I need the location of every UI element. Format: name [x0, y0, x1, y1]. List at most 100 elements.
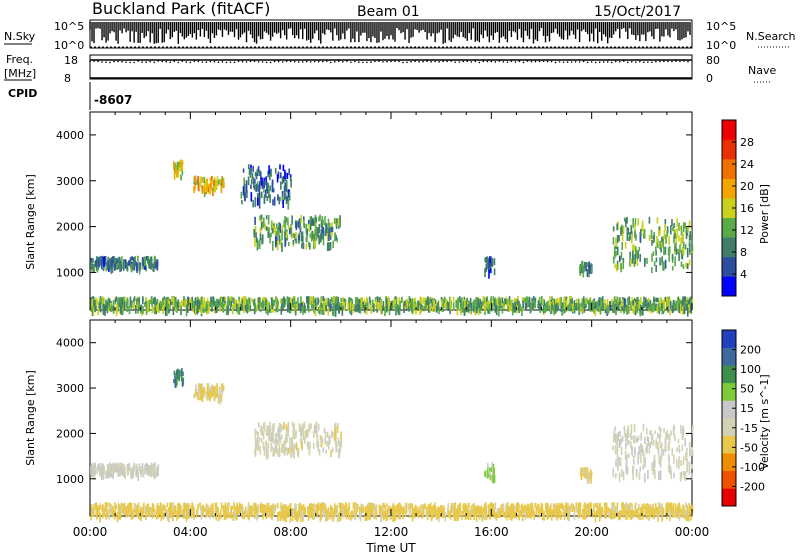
- radar-cell: [213, 511, 215, 517]
- radar-cell: [691, 447, 693, 456]
- radar-cell: [499, 298, 502, 309]
- radar-cell: [308, 241, 310, 248]
- radar-cell: [675, 247, 678, 256]
- nave-point: [502, 61, 505, 63]
- radar-cell: [413, 512, 415, 518]
- nave-point: [426, 60, 428, 63]
- radar-cell: [302, 433, 305, 440]
- radar-cell: [661, 512, 664, 522]
- radar-cell: [317, 441, 320, 452]
- radar-cell: [657, 447, 660, 455]
- radar-cell: [551, 303, 553, 311]
- radar-cell: [306, 230, 309, 235]
- radar-cell: [570, 502, 573, 510]
- radar-cell: [368, 511, 370, 520]
- radar-cell: [294, 233, 296, 241]
- radar-cell: [428, 505, 431, 515]
- radar-cell: [456, 305, 459, 316]
- radar-cell: [453, 511, 456, 521]
- radar-cell: [285, 446, 287, 452]
- radar-cell: [274, 504, 277, 511]
- radar-cell: [640, 453, 642, 464]
- radar-cell: [526, 296, 529, 302]
- radar-cell: [688, 300, 691, 307]
- radar-cell: [216, 180, 219, 187]
- radar-cell: [386, 503, 388, 508]
- radar-cell: [477, 505, 480, 512]
- radar-cell: [299, 505, 301, 515]
- radar-cell: [109, 264, 111, 271]
- radar-cell: [631, 257, 634, 264]
- radar-cell: [291, 215, 293, 225]
- radar-cell: [208, 507, 211, 515]
- radar-cell: [176, 301, 178, 308]
- radar-cell: [622, 226, 625, 233]
- nsky-trace: [89, 22, 691, 44]
- radar-cell: [321, 306, 323, 315]
- radar-cell: [181, 299, 183, 307]
- radar-cell: [308, 223, 310, 232]
- radar-cell: [655, 250, 657, 256]
- radar-cell: [521, 503, 524, 509]
- radar-cell: [193, 510, 195, 520]
- radar-cell: [545, 504, 548, 511]
- radar-cell: [348, 302, 351, 307]
- radar-cell: [467, 303, 470, 313]
- radar-cell: [581, 305, 584, 313]
- radar-cell: [298, 504, 300, 509]
- radar-cell: [668, 462, 671, 468]
- radar-cell: [556, 303, 558, 312]
- radar-cell: [358, 509, 361, 519]
- radar-cell: [217, 512, 220, 522]
- radar-cell: [288, 304, 290, 310]
- radar-cell: [207, 186, 210, 193]
- freq-tick-bottom: 8: [64, 72, 71, 85]
- radar-cell: [674, 243, 676, 252]
- radar-cell: [465, 301, 468, 306]
- radar-cell: [248, 512, 251, 520]
- radar-cell: [328, 234, 330, 242]
- radar-cell: [641, 220, 644, 229]
- nave-point: [362, 61, 364, 64]
- radar-cell: [541, 296, 543, 306]
- radar-cell: [370, 306, 373, 314]
- radar-cell: [101, 509, 104, 519]
- radar-cell: [686, 247, 689, 258]
- radar-cell: [581, 509, 584, 518]
- radar-cell: [172, 511, 174, 522]
- radar-cell: [676, 458, 678, 468]
- radar-cell: [333, 511, 335, 520]
- radar-cell: [619, 457, 622, 467]
- radar-cell: [381, 305, 383, 315]
- radar-cell: [483, 512, 486, 521]
- radar-cell: [630, 226, 633, 235]
- radar-cell: [319, 297, 322, 303]
- radar-cell: [329, 235, 332, 240]
- radar-cell: [156, 304, 158, 311]
- radar-cell: [254, 197, 257, 208]
- nave-point: [309, 61, 312, 63]
- radar-cell: [360, 503, 363, 510]
- radar-cell: [528, 509, 530, 518]
- radar-cell: [206, 185, 209, 191]
- radar-cell: [639, 507, 642, 513]
- radar-cell: [276, 298, 278, 309]
- radar-cell: [294, 502, 296, 513]
- nave-point: [675, 60, 677, 62]
- radar-cell: [568, 507, 571, 514]
- radar-cell: [582, 468, 585, 477]
- radar-cell: [297, 297, 299, 303]
- radar-cell: [673, 223, 675, 229]
- radar-cell: [282, 200, 284, 208]
- radar-cell: [430, 298, 433, 304]
- radar-cell: [313, 503, 316, 509]
- radar-cell: [328, 512, 330, 518]
- radar-cell: [253, 228, 256, 238]
- radar-cell: [363, 299, 366, 308]
- radar-cell: [615, 473, 617, 479]
- radar-cell: [652, 503, 654, 511]
- radar-cell: [678, 299, 680, 308]
- radar-cell: [484, 508, 487, 519]
- radar-cell: [152, 463, 155, 471]
- radar-cell: [185, 511, 188, 522]
